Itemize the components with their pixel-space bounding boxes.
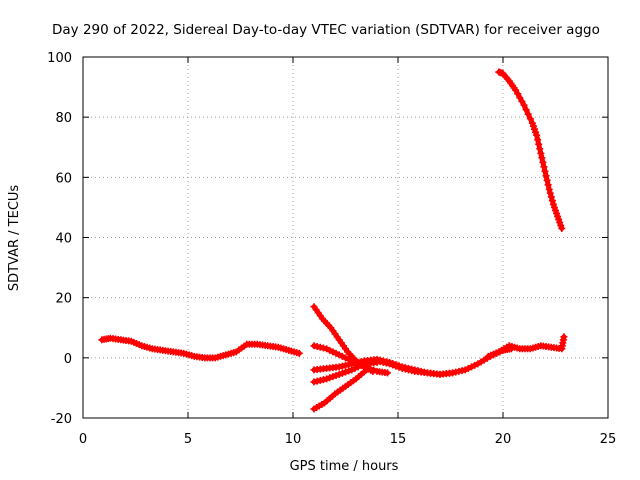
data-point bbox=[342, 354, 349, 362]
x-tick-label: 25 bbox=[600, 432, 617, 447]
data-point bbox=[363, 366, 370, 374]
x-tick-label: 10 bbox=[285, 432, 302, 447]
axis-ticks: 0 5 10 15 20 25 -20 0 20 40 60 80 100 bbox=[47, 51, 616, 447]
series-steep-arc-20h bbox=[495, 68, 566, 232]
data-point bbox=[514, 90, 522, 98]
data-point bbox=[558, 224, 566, 232]
data-point bbox=[332, 349, 340, 357]
data-point bbox=[471, 361, 479, 369]
data-point bbox=[544, 181, 552, 189]
data-point bbox=[547, 193, 555, 201]
data-point bbox=[348, 366, 356, 374]
data-point bbox=[543, 176, 551, 184]
data-point bbox=[545, 185, 553, 193]
x-tick-label: 15 bbox=[390, 432, 407, 447]
data-point bbox=[345, 367, 353, 375]
data-point bbox=[560, 333, 568, 341]
data-point bbox=[351, 364, 359, 372]
data-point bbox=[539, 158, 547, 166]
data-point bbox=[542, 172, 550, 180]
data-point bbox=[392, 362, 400, 370]
data-point bbox=[389, 361, 397, 369]
y-tick-label: -20 bbox=[51, 412, 72, 427]
y-tick-label: 100 bbox=[47, 51, 72, 66]
data-point bbox=[295, 349, 303, 357]
data-point bbox=[518, 97, 526, 105]
data-point bbox=[323, 345, 331, 353]
data-point bbox=[357, 361, 365, 369]
data-point bbox=[520, 101, 528, 109]
x-tick-label: 20 bbox=[495, 432, 512, 447]
data-point bbox=[546, 189, 554, 197]
data-point bbox=[524, 110, 532, 118]
y-tick-label: 0 bbox=[64, 352, 72, 367]
y-tick-label: 60 bbox=[55, 171, 72, 186]
data-point bbox=[548, 197, 556, 205]
y-tick-label: 40 bbox=[55, 232, 72, 247]
data-point bbox=[384, 369, 391, 377]
data-point bbox=[386, 360, 394, 368]
data-point bbox=[464, 364, 472, 372]
data-point bbox=[335, 351, 343, 359]
data-point bbox=[540, 163, 548, 171]
series-baseline-arc-early bbox=[98, 334, 303, 362]
data-point bbox=[329, 373, 337, 381]
data-point bbox=[541, 167, 549, 175]
data-point bbox=[395, 363, 403, 371]
series-arc-11h-low bbox=[310, 358, 381, 386]
x-axis-label: GPS time / hours bbox=[290, 459, 399, 474]
data-point bbox=[534, 136, 542, 144]
series-ascending-arc-11h bbox=[310, 366, 370, 413]
data-point bbox=[537, 149, 545, 157]
data-point bbox=[516, 94, 524, 102]
data-point bbox=[468, 363, 475, 371]
data-point bbox=[335, 370, 343, 378]
data-points bbox=[98, 68, 568, 413]
y-axis-label: SDTVAR / TECUs bbox=[7, 185, 22, 292]
data-point bbox=[370, 366, 378, 374]
data-point bbox=[338, 369, 346, 377]
data-point bbox=[326, 374, 334, 382]
data-point bbox=[332, 372, 340, 380]
data-point bbox=[522, 106, 530, 114]
data-point bbox=[338, 352, 346, 360]
data-point bbox=[533, 131, 541, 139]
data-point bbox=[538, 154, 546, 162]
x-tick-label: 5 bbox=[184, 432, 192, 447]
data-point bbox=[512, 86, 520, 94]
data-point bbox=[354, 363, 362, 371]
data-point bbox=[461, 366, 469, 374]
series-arc-19-23h bbox=[484, 333, 568, 360]
y-tick-label: 20 bbox=[55, 292, 72, 307]
data-point bbox=[535, 140, 543, 148]
x-tick-label: 0 bbox=[79, 432, 87, 447]
data-point bbox=[526, 115, 534, 123]
data-point bbox=[329, 348, 337, 356]
data-point bbox=[326, 346, 334, 354]
data-point bbox=[342, 368, 349, 376]
data-point bbox=[323, 375, 331, 383]
chart-title: Day 290 of 2022, Sidereal Day-to-day VTE… bbox=[52, 22, 600, 38]
y-tick-label: 80 bbox=[55, 111, 72, 126]
data-point bbox=[536, 145, 544, 153]
grid-lines bbox=[83, 57, 608, 418]
